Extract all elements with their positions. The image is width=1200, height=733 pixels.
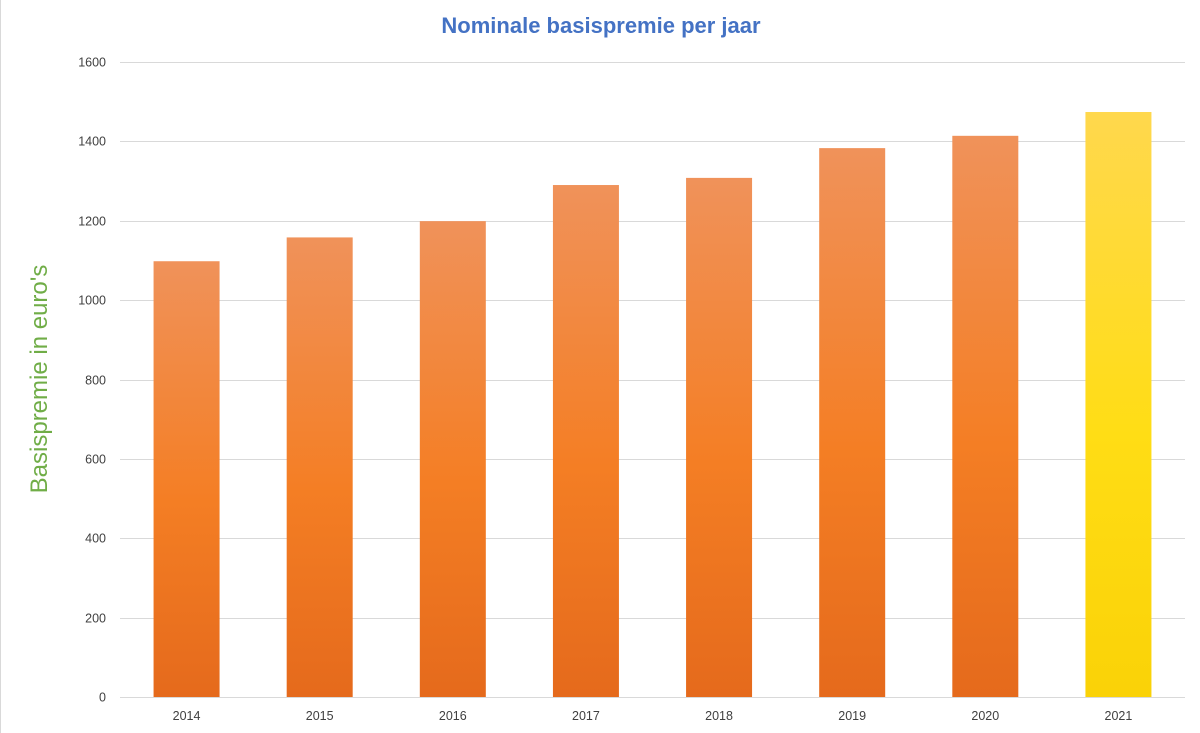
y-tick-label: 1400 [78, 135, 106, 149]
x-tick-label: 2021 [1105, 709, 1133, 723]
bar-2015 [286, 237, 353, 697]
x-tick-label: 2014 [173, 709, 201, 723]
bar-2021 [1085, 112, 1152, 698]
bar-2019 [819, 148, 886, 697]
y-tick-label: 1600 [78, 56, 106, 70]
y-tick-label: 200 [85, 612, 106, 626]
x-tick-label: 2017 [572, 709, 600, 723]
y-axis-ticks: 0 200 400 600 800 1000 1200 1400 1600 [78, 56, 106, 705]
bars [153, 112, 1152, 698]
bar-2016 [419, 221, 486, 697]
x-axis-ticks: 2014 2015 2016 2017 2018 2019 2020 2021 [173, 709, 1133, 723]
x-tick-label: 2016 [439, 709, 467, 723]
x-tick-label: 2018 [705, 709, 733, 723]
chart-title: Nominale basispremie per jaar [441, 13, 761, 38]
gridlines [120, 62, 1185, 698]
y-tick-label: 1000 [78, 294, 106, 308]
y-tick-label: 400 [85, 532, 106, 546]
y-tick-label: 800 [85, 374, 106, 388]
x-tick-label: 2020 [971, 709, 999, 723]
bar-2018 [686, 177, 753, 697]
left-border [0, 0, 1, 733]
bar-2014 [153, 261, 220, 697]
bar-2020 [952, 135, 1019, 698]
y-tick-label: 0 [99, 691, 106, 705]
x-tick-label: 2015 [306, 709, 334, 723]
bar-2017 [552, 185, 619, 697]
y-tick-label: 1200 [78, 215, 106, 229]
y-tick-label: 600 [85, 453, 106, 467]
x-tick-label: 2019 [838, 709, 866, 723]
y-axis-label: Basispremie in euro's [26, 265, 53, 494]
